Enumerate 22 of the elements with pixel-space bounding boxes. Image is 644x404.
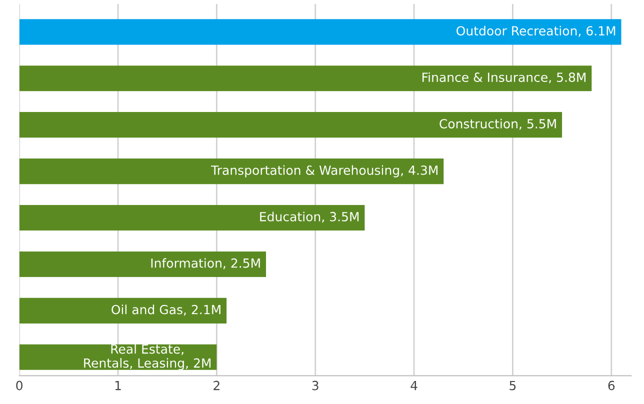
data-label: Real Estate, Rentals, Leasing, 2M	[84, 344, 211, 370]
data-label: Education, 3.5M	[260, 212, 359, 223]
data-label: Construction, 5.5M	[440, 118, 556, 130]
bar	[19, 66, 592, 92]
bar	[19, 204, 365, 231]
data-label: Finance & Insurance, 5.8M	[422, 72, 586, 84]
x-tick-label: 5	[510, 380, 516, 390]
x-tick-label: 2	[214, 380, 220, 390]
x-tick-label: 3	[312, 380, 318, 390]
x-tick-label: 0	[16, 380, 22, 390]
bar	[19, 112, 562, 138]
data-label: Oil and Gas, 2.1M	[112, 304, 220, 316]
bar	[19, 158, 444, 184]
bar	[19, 298, 227, 324]
x-tick-label: 4	[410, 380, 418, 390]
x-tick-label: 1	[115, 380, 121, 390]
x-tick-label: 6	[608, 380, 615, 390]
bar	[19, 251, 266, 277]
data-label: Outdoor Recreation, 6.1M	[456, 26, 616, 37]
data-label: Information, 2.5M	[151, 258, 260, 270]
bar	[19, 19, 622, 45]
data-label: Transportation & Warehousing, 4.3M	[211, 165, 438, 178]
